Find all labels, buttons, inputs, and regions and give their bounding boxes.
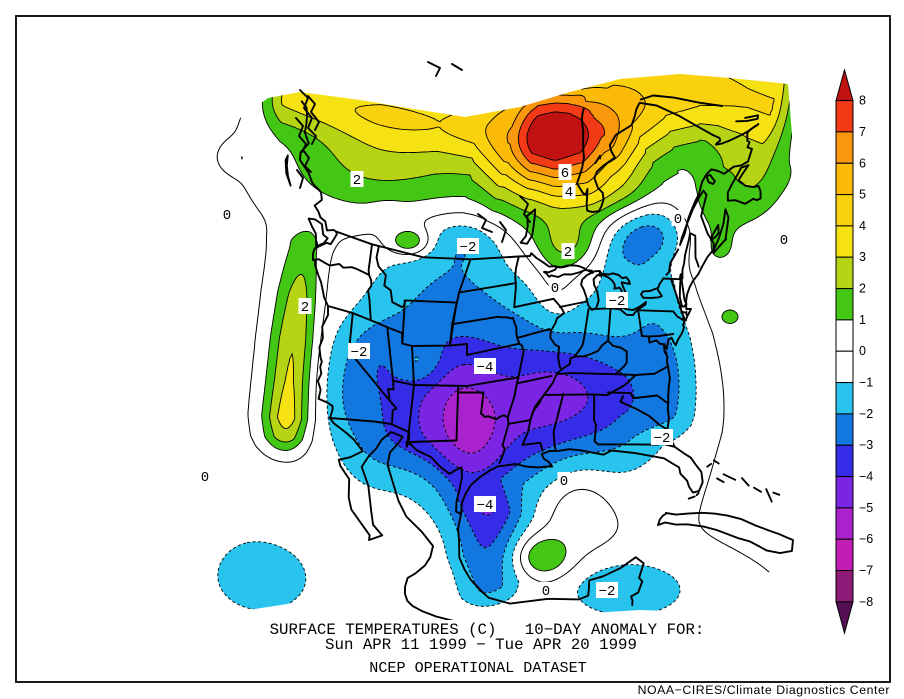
svg-text:−6: −6 [859,532,873,546]
svg-text:0: 0 [223,208,231,224]
svg-text:−2: −2 [599,584,616,600]
svg-text:−2: −2 [351,345,368,361]
svg-text:2: 2 [353,173,361,189]
svg-text:0: 0 [551,281,559,297]
svg-text:−4: −4 [477,360,494,376]
svg-text:0: 0 [780,233,788,249]
svg-text:6: 6 [561,166,569,182]
svg-text:7: 7 [859,125,866,139]
svg-text:1: 1 [859,313,866,327]
svg-text:2: 2 [301,300,309,316]
svg-text:−1: −1 [859,376,873,390]
svg-text:0: 0 [560,474,568,490]
svg-text:2: 2 [859,282,866,296]
svg-text:6: 6 [859,156,866,170]
svg-text:0: 0 [674,212,682,228]
svg-text:0: 0 [201,470,209,486]
svg-text:−5: −5 [859,501,873,515]
svg-text:−2: −2 [654,431,671,447]
svg-text:−8: −8 [859,595,873,609]
svg-text:3: 3 [859,250,866,264]
svg-text:4: 4 [859,219,866,233]
svg-text:−2: −2 [859,407,873,421]
svg-text:8: 8 [859,94,866,108]
svg-text:5: 5 [859,188,866,202]
svg-text:0: 0 [542,584,550,600]
svg-text:0: 0 [859,344,866,358]
svg-text:4: 4 [565,185,573,201]
svg-text:−4: −4 [477,498,494,514]
svg-text:−2: −2 [609,294,626,310]
svg-text:−7: −7 [859,564,873,578]
svg-text:−4: −4 [859,470,873,484]
svg-text:−3: −3 [859,438,873,452]
svg-text:2: 2 [564,245,572,261]
svg-text:−2: −2 [460,240,477,256]
